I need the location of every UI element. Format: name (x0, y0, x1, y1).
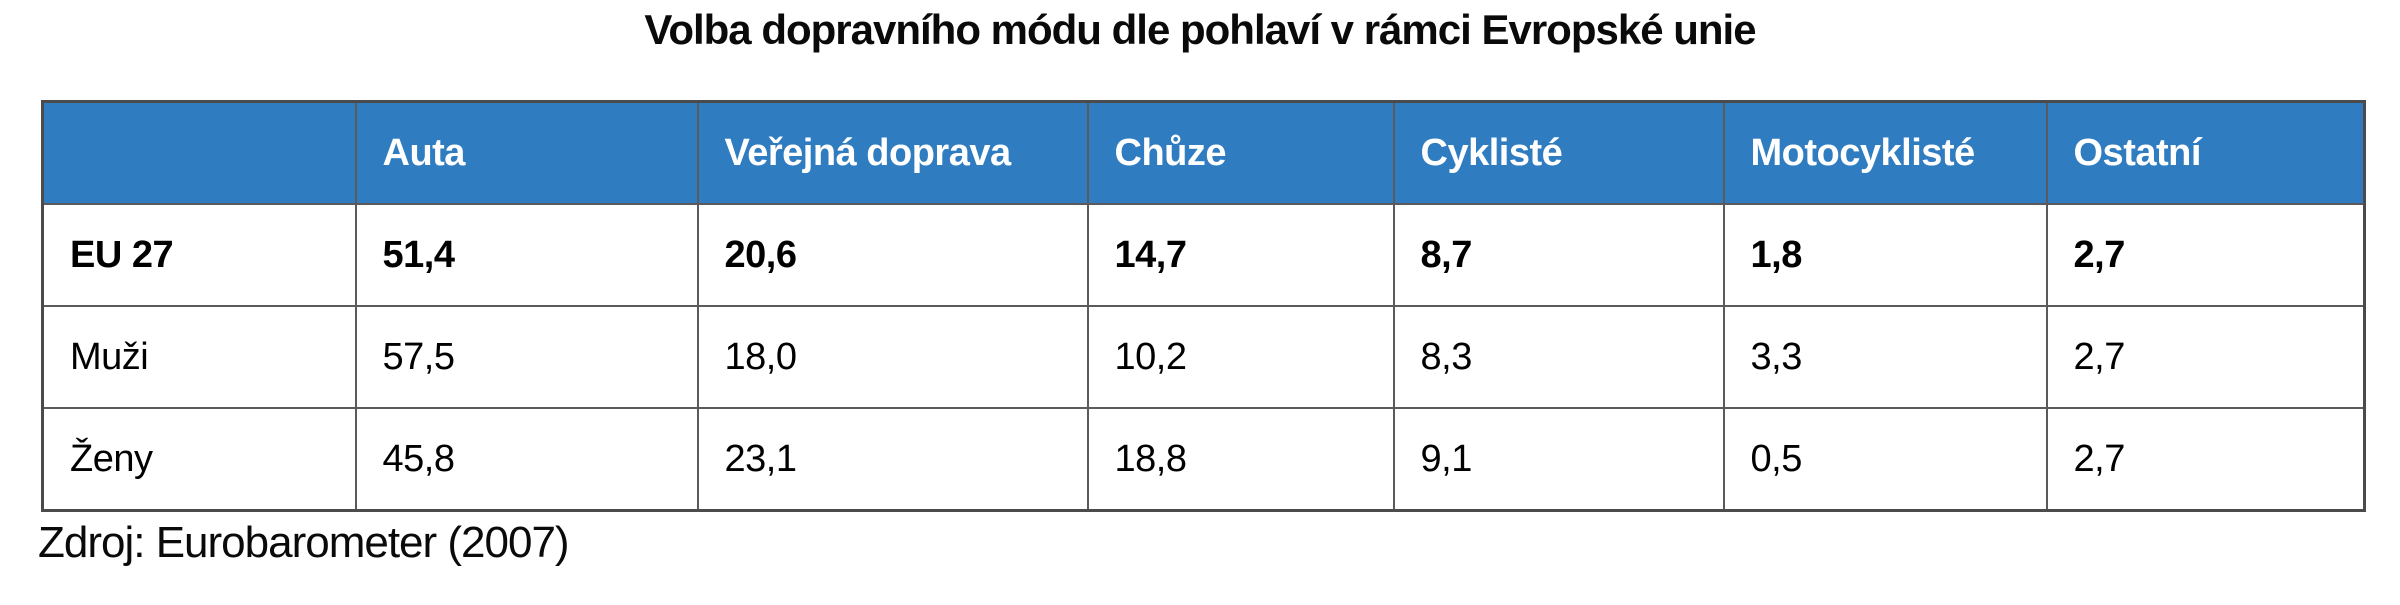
header-cell-cykliste: Cyklisté (1392, 100, 1725, 205)
cell-zeny-cykliste: 9,1 (1392, 407, 1725, 512)
table-row-eu27: EU 27 51,4 20,6 14,7 8,7 1,8 2,7 (41, 203, 2366, 307)
cell-eu27-chuze: 14,7 (1086, 203, 1395, 307)
cell-muzi-cykliste: 8,3 (1392, 305, 1725, 409)
cell-zeny-motocykliste: 0,5 (1722, 407, 2048, 512)
cell-muzi-chuze: 10,2 (1086, 305, 1395, 409)
cell-muzi-ostatni: 2,7 (2045, 305, 2366, 409)
row-label-zeny: Ženy (41, 407, 357, 512)
cell-eu27-auta: 51,4 (354, 203, 699, 307)
header-cell-ostatni: Ostatní (2045, 100, 2366, 205)
table-row-zeny: Ženy 45,8 23,1 18,8 9,1 0,5 2,7 (41, 407, 2366, 512)
cell-muzi-motocykliste: 3,3 (1722, 305, 2048, 409)
header-cell-motocykliste: Motocyklisté (1722, 100, 2048, 205)
cell-zeny-chuze: 18,8 (1086, 407, 1395, 512)
cell-eu27-verejna-doprava: 20,6 (696, 203, 1089, 307)
cell-muzi-verejna-doprava: 18,0 (696, 305, 1089, 409)
table-row-muzi: Muži 57,5 18,0 10,2 8,3 3,3 2,7 (41, 305, 2366, 409)
header-row: Auta Veřejná doprava Chůze Cyklisté Moto… (41, 100, 2366, 205)
source-note: Zdroj: Eurobarometer (2007) (38, 518, 570, 567)
header-cell-verejna-doprava: Veřejná doprava (696, 100, 1089, 205)
cell-eu27-ostatni: 2,7 (2045, 203, 2366, 307)
cell-zeny-auta: 45,8 (354, 407, 699, 512)
header-cell-chuze: Chůze (1086, 100, 1395, 205)
cell-eu27-motocykliste: 1,8 (1722, 203, 2048, 307)
cell-zeny-verejna-doprava: 23,1 (696, 407, 1089, 512)
transport-mode-table: Auta Veřejná doprava Chůze Cyklisté Moto… (41, 100, 2366, 512)
row-label-eu27: EU 27 (41, 203, 357, 307)
header-cell-empty (41, 100, 357, 205)
table-title: Volba dopravního módu dle pohlaví v rámc… (644, 6, 1756, 53)
header-cell-auta: Auta (354, 100, 699, 205)
row-label-muzi: Muži (41, 305, 357, 409)
cell-muzi-auta: 57,5 (354, 305, 699, 409)
cell-zeny-ostatni: 2,7 (2045, 407, 2366, 512)
cell-eu27-cykliste: 8,7 (1392, 203, 1725, 307)
